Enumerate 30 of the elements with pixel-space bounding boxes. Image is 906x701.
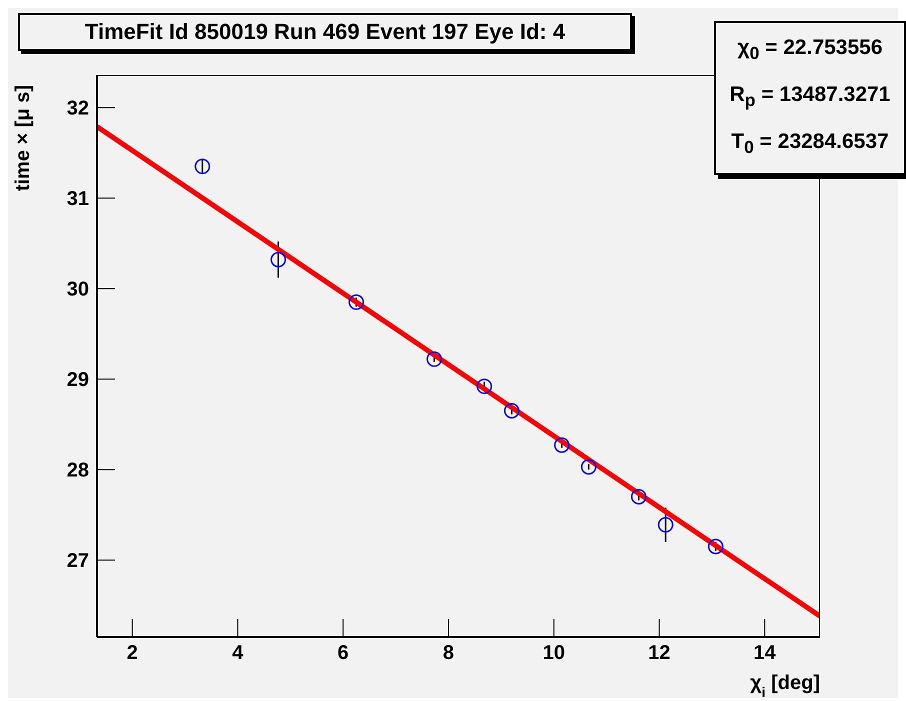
point	[708, 538, 724, 554]
y-tick-label: 30	[66, 278, 89, 301]
chart-title: TimeFit Id 850019 Run 469 Event 197 Eye Id: 4	[18, 13, 632, 51]
y-tick-label: 27	[66, 550, 89, 572]
point	[504, 403, 520, 418]
text: χ$_{0}$ = 22.753556	[736, 35, 884, 66]
point	[476, 378, 492, 394]
annotation: T$_{0}$ = 23284.6537	[730, 129, 890, 160]
x-tick-label: 10	[542, 642, 566, 664]
x-tick-label: 2	[126, 642, 138, 664]
annotation: R$_{p}$ = 13487.3271	[728, 82, 892, 112]
point	[348, 294, 364, 310]
point	[194, 158, 210, 174]
point	[580, 459, 596, 475]
x-tick-label: 12	[648, 642, 670, 664]
y-tick-label: 29	[66, 369, 89, 392]
point	[630, 488, 646, 504]
x-axis-title: χ$_{i}$ [deg]	[750, 672, 820, 700]
x-tick-label: 6	[338, 642, 349, 664]
x-tick-label: 14	[754, 642, 777, 664]
point	[554, 437, 570, 453]
point	[426, 351, 442, 367]
y-axis-title: time × [μ s]	[12, 85, 34, 192]
x-tick-label: 4	[232, 642, 244, 664]
point	[658, 517, 674, 533]
y-tick-label: 32	[66, 98, 89, 120]
y-tick-label: 28	[66, 460, 89, 482]
y-tick-label: 31	[66, 188, 89, 210]
point	[270, 252, 286, 268]
x-tick-label: 8	[442, 642, 454, 664]
